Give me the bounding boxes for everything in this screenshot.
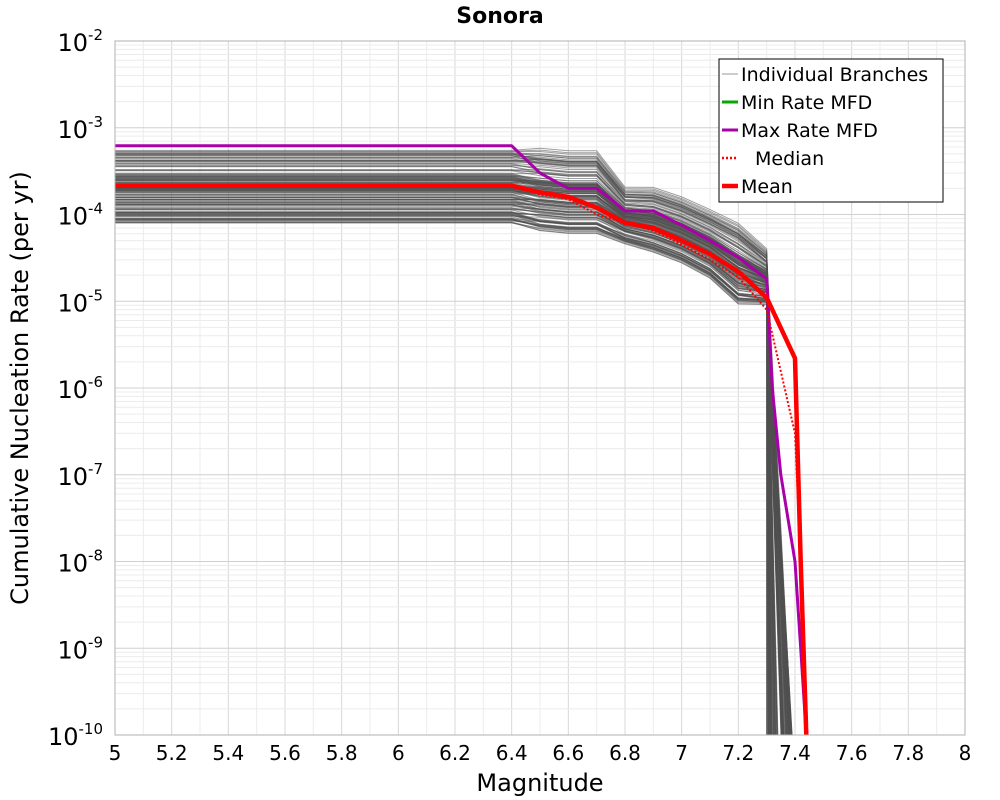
y-tick-label: 10-9 <box>57 633 103 664</box>
y-tick-labels: 10-2 10-3 10-4 10-5 10-6 10-7 10-8 10-9 10-10 <box>48 26 103 751</box>
y-tick-label: 10-2 <box>57 26 103 57</box>
individual-branches <box>115 147 793 736</box>
branch-line <box>115 164 770 736</box>
branch-line <box>115 154 789 736</box>
branch-line <box>115 220 790 736</box>
branch-line <box>115 221 782 736</box>
y-axis-label: Cumulative Nucleation Rate (per yr) <box>6 171 34 605</box>
x-tick-label: 5 <box>109 741 122 765</box>
x-tick-label: 5.8 <box>326 741 358 765</box>
branch-line <box>115 215 783 736</box>
branch-line <box>115 196 784 736</box>
branch-line <box>115 204 769 736</box>
x-tick-label: 5.2 <box>156 741 188 765</box>
x-tick-label: 8 <box>959 741 972 765</box>
branch-line <box>115 212 791 736</box>
y-tick-label: 10-4 <box>57 200 103 231</box>
y-tick-label: 10-7 <box>57 460 103 491</box>
x-tick-label: 6.8 <box>609 741 641 765</box>
branch-line <box>115 180 791 736</box>
branch-line <box>115 165 776 736</box>
branch-line <box>115 170 773 736</box>
x-tick-labels: 5 5.2 5.4 5.6 5.8 6 6.2 6.4 6.6 6.8 7 7.2 7.4 7.6 7.8 8 <box>109 741 972 765</box>
branch-line <box>115 176 770 736</box>
branch-line <box>115 211 793 736</box>
y-tick-label: 10-6 <box>57 373 103 404</box>
branch-line <box>115 152 771 736</box>
branch-line <box>115 218 774 736</box>
legend-label: Median <box>755 148 824 170</box>
chart-title: Sonora <box>456 4 543 29</box>
branch-line <box>115 147 768 736</box>
legend-box <box>718 58 944 203</box>
branch-line <box>115 175 777 736</box>
branch-line <box>115 188 783 736</box>
x-tick-label: 5.6 <box>269 741 301 765</box>
branch-line <box>115 155 771 736</box>
x-tick-label: 7.6 <box>836 741 868 765</box>
series-median <box>115 184 808 736</box>
x-axis-label: Magnitude <box>476 769 603 797</box>
branch-line <box>115 158 787 736</box>
branch-line <box>115 160 789 736</box>
y-tick-label: 10-3 <box>57 113 103 144</box>
branch-line <box>115 216 783 736</box>
legend-label: Min Rate MFD <box>741 92 872 114</box>
y-tick-label: 10-10 <box>48 720 103 751</box>
legend-label: Max Rate MFD <box>741 120 878 142</box>
series-max-rate-mfd <box>115 144 808 736</box>
series-lines <box>115 144 809 736</box>
series-mean <box>115 183 809 736</box>
y-tick-label: 10-5 <box>57 286 103 317</box>
branch-line <box>115 152 775 736</box>
x-tick-label: 6.6 <box>552 741 584 765</box>
branch-line <box>115 179 790 736</box>
branch-line <box>115 222 771 736</box>
branch-line <box>115 161 788 736</box>
branch-line <box>115 149 770 736</box>
legend-label: Mean <box>741 176 793 198</box>
branch-line <box>115 178 771 736</box>
branch-line <box>115 168 775 736</box>
x-tick-label: 5.4 <box>212 741 244 765</box>
y-tick-label: 10-8 <box>57 547 103 578</box>
branch-line <box>115 177 788 736</box>
x-tick-label: 7.2 <box>722 741 754 765</box>
legend: Individual Branches Min Rate MFD Max Rate … <box>718 58 944 203</box>
x-tick-label: 6 <box>392 741 405 765</box>
branch-line <box>115 192 790 736</box>
plot-frame <box>114 40 966 736</box>
x-tick-label: 7.8 <box>892 741 924 765</box>
x-tick-label: 6.2 <box>439 741 471 765</box>
x-tick-label: 7 <box>675 741 688 765</box>
x-tick-label: 6.4 <box>496 741 528 765</box>
x-tick-label: 7.4 <box>779 741 811 765</box>
legend-label: Individual Branches <box>741 64 928 86</box>
branch-line <box>115 182 790 736</box>
branch-line <box>115 166 792 736</box>
